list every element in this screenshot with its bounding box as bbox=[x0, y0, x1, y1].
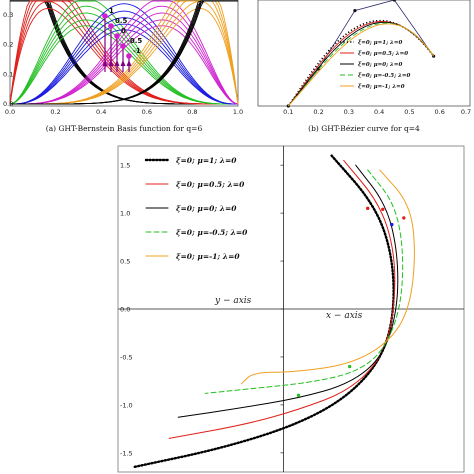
bezier-curve-4 bbox=[287, 23, 435, 107]
panel-c-ytick: 1.5 bbox=[120, 162, 130, 170]
legend-label: ξ=0; μ=-0.5; λ=0 bbox=[358, 73, 411, 79]
panel-a-xtick: 0.6 bbox=[142, 108, 152, 116]
panel-b-legend: ξ=0; μ=1; λ=0 ξ=0; μ=0.5; λ=0 ξ=0; μ=0; λ=… bbox=[340, 40, 411, 90]
marker-dot bbox=[114, 33, 120, 39]
panel-b-bezier-curves: 0.1 0.2 0.3 0.4 0.5 0.6 0.7 ξ=0; μ=1; λ=0ξ=0; … bbox=[257, 0, 471, 133]
control-point bbox=[353, 8, 357, 13]
panel-b-curves bbox=[287, 19, 435, 107]
panel-c-ytick: 0.0 bbox=[120, 306, 130, 314]
basis-curve-3-2 bbox=[10, 17, 238, 105]
highlight-point bbox=[390, 222, 394, 227]
panel-b-xtick: 0.1 bbox=[283, 108, 293, 116]
legend-label: ξ=0; μ=0.5; λ=0 bbox=[358, 51, 408, 57]
panel-c-ticks: 1.5 1.0 0.5 0.0 -0.5 -1.0 -1.5 bbox=[120, 162, 284, 457]
panel-b-ticks: 0.1 0.2 0.3 0.4 0.5 0.6 0.7 bbox=[283, 108, 471, 116]
panel-c-series bbox=[131, 154, 415, 469]
panel-c-ytick: 0.5 bbox=[120, 258, 130, 266]
basis-curve-3-3 bbox=[10, 23, 238, 105]
marker-arrowhead bbox=[108, 60, 114, 66]
series-line-3 bbox=[204, 169, 404, 394]
panel-b-xtick: 0.5 bbox=[404, 108, 414, 116]
panel-a-xtick: 0.0 bbox=[5, 108, 15, 116]
legend-label: ξ=0; μ=1; λ=0 bbox=[176, 156, 237, 165]
panel-c-ytick: -1.5 bbox=[120, 449, 133, 457]
panel-c-ylabel: y − axis bbox=[214, 296, 252, 306]
panel-a-caption: (a) GHT-Bernstein Basis function for q=6 bbox=[46, 124, 203, 133]
series-line-2 bbox=[177, 164, 399, 418]
panel-a-frame bbox=[9, 0, 239, 107]
panel-a-xtick: 0.8 bbox=[187, 108, 197, 116]
panel-c-ytick: 1.0 bbox=[120, 210, 130, 218]
series-line-1 bbox=[168, 159, 396, 439]
legend-label: ξ=0; μ=1; λ=0 bbox=[358, 40, 403, 46]
panel-b-xtick: 0.6 bbox=[435, 108, 445, 116]
panel-a-ytick: 0.2 bbox=[3, 41, 13, 49]
marker-label: 0 bbox=[121, 27, 126, 35]
marker-arrowhead bbox=[102, 60, 108, 66]
highlight-point bbox=[366, 206, 370, 211]
panel-c-xlabel: x − axis bbox=[326, 311, 363, 321]
panel-c-legend: ξ=0; μ=1; λ=0 ξ=0; μ=0.5; λ=0 ξ=0; μ=0; λ=… bbox=[144, 156, 248, 261]
marker-label: 1 bbox=[109, 7, 114, 15]
panel-a-ticks: 0.0 0.2 0.4 0.6 0.8 1.0 0.0 0.1 0.2 0.3 bbox=[3, 11, 243, 116]
panel-b-xtick: 0.2 bbox=[313, 108, 323, 116]
marker-dot bbox=[126, 53, 132, 59]
legend-label: ξ=0; μ=0; λ=0 bbox=[176, 204, 237, 213]
basis-curve-6-4 bbox=[10, 0, 238, 105]
panel-c-axes bbox=[118, 146, 464, 472]
marker-arrowhead bbox=[126, 60, 132, 66]
legend-label: ξ=0; μ=-0.5; λ=0 bbox=[176, 228, 248, 237]
basis-curve-3-4 bbox=[10, 29, 238, 105]
panel-c-ytick: -1.0 bbox=[120, 401, 133, 409]
panel-a-ytick: 0.0 bbox=[3, 100, 13, 108]
marker-dot bbox=[120, 43, 126, 49]
panel-b-xtick: 0.3 bbox=[344, 108, 354, 116]
marker-dot bbox=[108, 23, 114, 29]
marker-dot bbox=[102, 13, 108, 19]
panel-b-xtick: 0.7 bbox=[461, 108, 471, 116]
panel-c-ytick: -0.5 bbox=[120, 353, 133, 361]
basis-curve-3-0 bbox=[10, 3, 238, 105]
panel-b-xtick: 0.4 bbox=[374, 108, 384, 116]
basis-curve-3-1 bbox=[10, 10, 238, 105]
panel-b-caption: (b) GHT-Bézier curve for q=4 bbox=[308, 124, 420, 133]
highlight-point bbox=[296, 393, 301, 397]
marker-label: -0.5 bbox=[127, 37, 142, 45]
panel-a-parameter-markers: 10.5 0-0.5 -1 bbox=[102, 7, 142, 72]
panel-a-ytick: 0.3 bbox=[3, 11, 13, 19]
marker-label: -1 bbox=[133, 47, 141, 55]
legend-label: ξ=0; μ=0; λ=0 bbox=[358, 62, 403, 68]
control-point bbox=[392, 0, 396, 2]
legend-label: ξ=0; μ=0.5; λ=0 bbox=[176, 180, 245, 189]
panel-b-frame bbox=[257, 0, 471, 107]
marker-arrowhead bbox=[114, 60, 120, 66]
legend-label: ξ=0; μ=-1; λ=0 bbox=[358, 84, 405, 90]
panel-a-xtick: 1.0 bbox=[233, 108, 243, 116]
panel-a-xtick: 0.4 bbox=[96, 108, 106, 116]
marker-arrowhead bbox=[120, 60, 126, 66]
panel-c-curves: 1.51.00.50.0-0.5-1.0-1.5 ξ=0; μ=1; λ=0ξ=… bbox=[117, 145, 465, 473]
highlight-point bbox=[381, 207, 385, 211]
marker-label: 0.5 bbox=[115, 17, 128, 25]
legend-label: ξ=0; μ=-1; λ=0 bbox=[176, 252, 240, 261]
panel-a-xtick: 0.2 bbox=[50, 108, 60, 116]
panel-a-basis-functions: 10.50-0.5-1 0.0 0.2 0.4 0.6 0.8 1.00.00.10.20… bbox=[3, 0, 243, 133]
series-line-4 bbox=[240, 169, 415, 385]
panel-a-ytick: 0.1 bbox=[3, 70, 13, 78]
highlight-point bbox=[402, 216, 406, 220]
highlight-point bbox=[347, 364, 352, 369]
